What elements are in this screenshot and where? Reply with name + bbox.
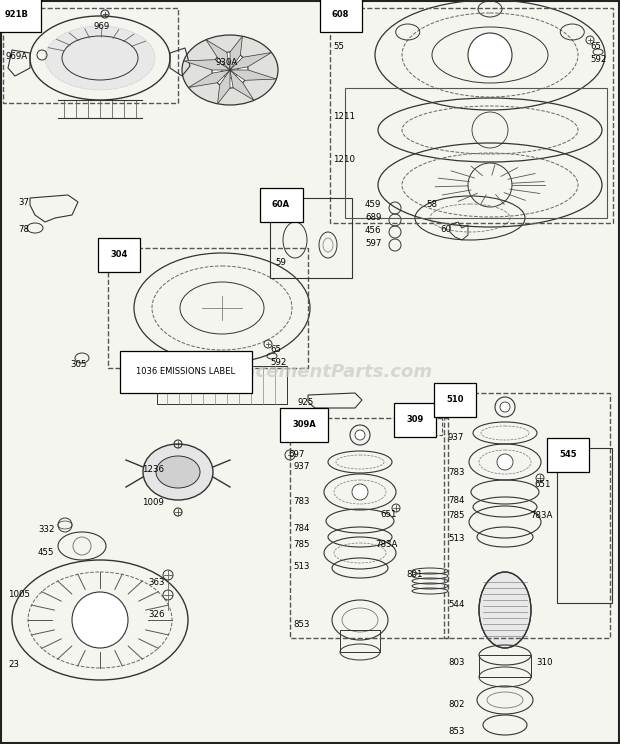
Text: 651: 651 bbox=[534, 480, 551, 489]
Circle shape bbox=[500, 402, 510, 412]
Text: 1009: 1009 bbox=[142, 498, 164, 507]
Text: 65: 65 bbox=[270, 345, 281, 354]
Circle shape bbox=[468, 33, 512, 77]
Ellipse shape bbox=[479, 572, 531, 648]
Text: 60: 60 bbox=[440, 225, 451, 234]
Bar bbox=[3, 8, 178, 103]
Text: 78: 78 bbox=[18, 225, 29, 234]
Text: 803: 803 bbox=[448, 658, 464, 667]
Text: 697: 697 bbox=[288, 450, 304, 459]
Text: 304: 304 bbox=[110, 250, 127, 259]
Text: 309: 309 bbox=[406, 415, 423, 424]
Text: 783: 783 bbox=[448, 468, 464, 477]
Ellipse shape bbox=[182, 35, 278, 105]
Circle shape bbox=[212, 52, 248, 88]
Bar bbox=[404, 413, 442, 435]
Text: 58: 58 bbox=[426, 200, 437, 209]
Bar bbox=[345, 88, 607, 218]
Text: 363: 363 bbox=[148, 578, 164, 587]
Text: 783: 783 bbox=[293, 497, 309, 506]
Text: 742: 742 bbox=[293, 428, 309, 437]
Text: 930A: 930A bbox=[215, 58, 237, 67]
Text: 65: 65 bbox=[590, 42, 601, 51]
Bar bbox=[340, 630, 380, 652]
Ellipse shape bbox=[143, 444, 213, 500]
Text: 785: 785 bbox=[293, 540, 309, 549]
Text: 853: 853 bbox=[293, 620, 309, 629]
Text: 969: 969 bbox=[93, 22, 109, 31]
Text: 1210: 1210 bbox=[333, 155, 355, 164]
Text: 689: 689 bbox=[365, 213, 381, 222]
Text: 513: 513 bbox=[448, 534, 464, 543]
Text: 937: 937 bbox=[293, 462, 309, 471]
Text: 310: 310 bbox=[536, 658, 552, 667]
Text: 592: 592 bbox=[270, 358, 286, 367]
Text: 853: 853 bbox=[448, 727, 464, 736]
Text: 459: 459 bbox=[365, 200, 381, 209]
Bar bbox=[108, 248, 308, 368]
Polygon shape bbox=[206, 39, 230, 70]
Circle shape bbox=[222, 62, 238, 78]
Text: 784: 784 bbox=[293, 524, 309, 533]
Text: 597: 597 bbox=[365, 239, 381, 248]
Text: 1236: 1236 bbox=[142, 465, 164, 474]
Text: 1211: 1211 bbox=[333, 112, 355, 121]
Text: 59: 59 bbox=[275, 258, 286, 267]
Text: 1005: 1005 bbox=[8, 590, 30, 599]
Text: 592: 592 bbox=[590, 55, 606, 64]
Text: 784: 784 bbox=[448, 496, 464, 505]
Bar bbox=[157, 366, 287, 404]
Text: 1036 EMISSIONS LABEL: 1036 EMISSIONS LABEL bbox=[136, 368, 236, 376]
Bar bbox=[479, 655, 531, 677]
Polygon shape bbox=[218, 70, 230, 104]
Text: 513: 513 bbox=[293, 562, 309, 571]
Ellipse shape bbox=[156, 456, 200, 488]
Text: 921B: 921B bbox=[5, 10, 29, 19]
Polygon shape bbox=[184, 60, 230, 70]
Text: 801: 801 bbox=[406, 570, 422, 579]
Circle shape bbox=[352, 484, 368, 500]
Text: 456: 456 bbox=[365, 226, 381, 235]
Bar bbox=[270, 198, 352, 278]
Ellipse shape bbox=[45, 26, 155, 90]
Text: 37: 37 bbox=[18, 198, 29, 207]
Text: 326: 326 bbox=[148, 610, 164, 619]
Text: 802: 802 bbox=[448, 700, 464, 709]
Polygon shape bbox=[230, 70, 277, 80]
Text: 305: 305 bbox=[70, 360, 87, 369]
Text: 332: 332 bbox=[38, 525, 55, 534]
Text: 510: 510 bbox=[446, 395, 464, 404]
Bar bbox=[557, 448, 612, 603]
Polygon shape bbox=[230, 70, 254, 100]
Text: 937: 937 bbox=[448, 433, 464, 442]
Text: 60A: 60A bbox=[272, 200, 290, 209]
Text: 309A: 309A bbox=[292, 420, 316, 429]
Text: 925: 925 bbox=[298, 398, 314, 407]
Circle shape bbox=[72, 592, 128, 648]
Text: 783A: 783A bbox=[530, 511, 552, 520]
Circle shape bbox=[497, 454, 513, 470]
Text: 608: 608 bbox=[332, 10, 350, 19]
Text: 55: 55 bbox=[333, 42, 344, 51]
Polygon shape bbox=[188, 70, 230, 88]
Polygon shape bbox=[230, 53, 272, 70]
Bar bbox=[444, 393, 610, 638]
Text: 455: 455 bbox=[38, 548, 55, 557]
Text: 783A: 783A bbox=[375, 540, 397, 549]
Polygon shape bbox=[230, 36, 242, 70]
Text: 23: 23 bbox=[8, 660, 19, 669]
Text: 545: 545 bbox=[559, 450, 577, 459]
Circle shape bbox=[355, 430, 365, 440]
Text: eReplacementParts.com: eReplacementParts.com bbox=[187, 363, 433, 381]
Text: 969A: 969A bbox=[5, 52, 27, 61]
Text: 742: 742 bbox=[448, 400, 464, 409]
Bar bbox=[290, 418, 448, 638]
Text: 785: 785 bbox=[448, 511, 464, 520]
Bar bbox=[330, 8, 613, 223]
Text: 651: 651 bbox=[380, 510, 397, 519]
Text: 544: 544 bbox=[448, 600, 464, 609]
